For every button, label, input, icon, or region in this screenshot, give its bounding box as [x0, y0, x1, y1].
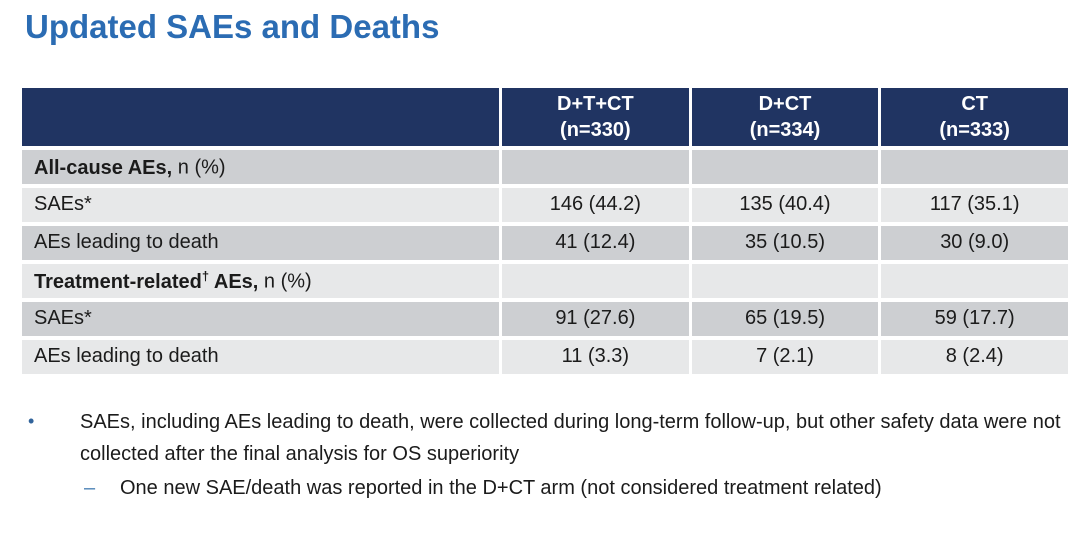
header-empty-cell — [22, 87, 500, 146]
header-col-dtct-arm: D+T+CT — [557, 92, 634, 115]
header-col-dtct: D+T+CT (n=330) — [502, 87, 689, 146]
table-row-saes-all-cause: SAEs* 146 (44.2) 135 (40.4) 117 (35.1) — [22, 187, 1068, 222]
cell-value: 65 (19.5) — [691, 301, 879, 336]
cell-value — [691, 263, 879, 298]
cell-value: 59 (17.7) — [881, 301, 1068, 336]
cell-value: 91 (27.6) — [502, 301, 689, 336]
header-col-dct-arm: D+CT — [758, 92, 812, 115]
dash-icon: – — [84, 476, 96, 499]
page-title: Updated SAEs and Deaths — [25, 8, 440, 45]
cell-value: 7 (2.1) — [691, 339, 879, 374]
row-label: SAEs* — [22, 301, 500, 336]
row-label: AEs leading to death — [22, 339, 500, 374]
row-label: All-cause AEs, n (%) — [22, 149, 500, 184]
header-col-dtct-n: (n=330) — [560, 118, 631, 141]
table-row-deaths-treatment-related: AEs leading to death 11 (3.3) 7 (2.1) 8 … — [22, 339, 1068, 374]
header-col-ct-arm: CT — [961, 92, 988, 115]
saes-deaths-table: D+T+CT (n=330) D+CT (n=334) CT (n=333) A… — [19, 84, 1071, 378]
cell-value — [502, 149, 689, 184]
footnotes: • SAEs, including AEs leading to death, … — [0, 406, 1080, 504]
header-col-ct-n: (n=333) — [939, 118, 1010, 141]
header-col-dct-n: (n=334) — [749, 118, 821, 141]
table-row-deaths-all-cause: AEs leading to death 41 (12.4) 35 (10.5)… — [22, 225, 1068, 260]
cell-value: 8 (2.4) — [881, 339, 1068, 374]
cell-value: 30 (9.0) — [881, 225, 1068, 260]
cell-value — [881, 149, 1068, 184]
note-text-new-sae: One new SAE/death was reported in the D+… — [120, 476, 882, 499]
note-text-saes-collection: SAEs, including AEs leading to death, we… — [80, 410, 1061, 465]
cell-value: 41 (12.4) — [502, 225, 689, 260]
bullet-icon: • — [28, 410, 35, 431]
cell-value — [502, 263, 689, 298]
cell-value — [881, 263, 1068, 298]
note-subitem: – One new SAE/death was reported in the … — [0, 472, 1080, 504]
cell-value: 11 (3.3) — [502, 339, 689, 374]
cell-value: 135 (40.4) — [691, 187, 879, 222]
header-col-ct: CT (n=333) — [881, 87, 1068, 146]
cell-value: 35 (10.5) — [691, 225, 879, 260]
table-row-saes-treatment-related: SAEs* 91 (27.6) 65 (19.5) 59 (17.7) — [22, 301, 1068, 336]
header-col-dct: D+CT (n=334) — [691, 87, 879, 146]
table-row-section-all-cause: All-cause AEs, n (%) — [22, 149, 1068, 184]
row-label: SAEs* — [22, 187, 500, 222]
cell-value — [691, 149, 879, 184]
table-header-row: D+T+CT (n=330) D+CT (n=334) CT (n=333) — [22, 87, 1068, 146]
table-row-section-treatment-related: Treatment-related† AEs, n (%) — [22, 263, 1068, 298]
note-item: • SAEs, including AEs leading to death, … — [0, 406, 1080, 470]
cell-value: 146 (44.2) — [502, 187, 689, 222]
row-label: Treatment-related† AEs, n (%) — [22, 263, 500, 298]
row-label: AEs leading to death — [22, 225, 500, 260]
slide: Updated SAEs and Deaths D+T+CT (n=330) D… — [0, 8, 1080, 551]
cell-value: 117 (35.1) — [881, 187, 1068, 222]
